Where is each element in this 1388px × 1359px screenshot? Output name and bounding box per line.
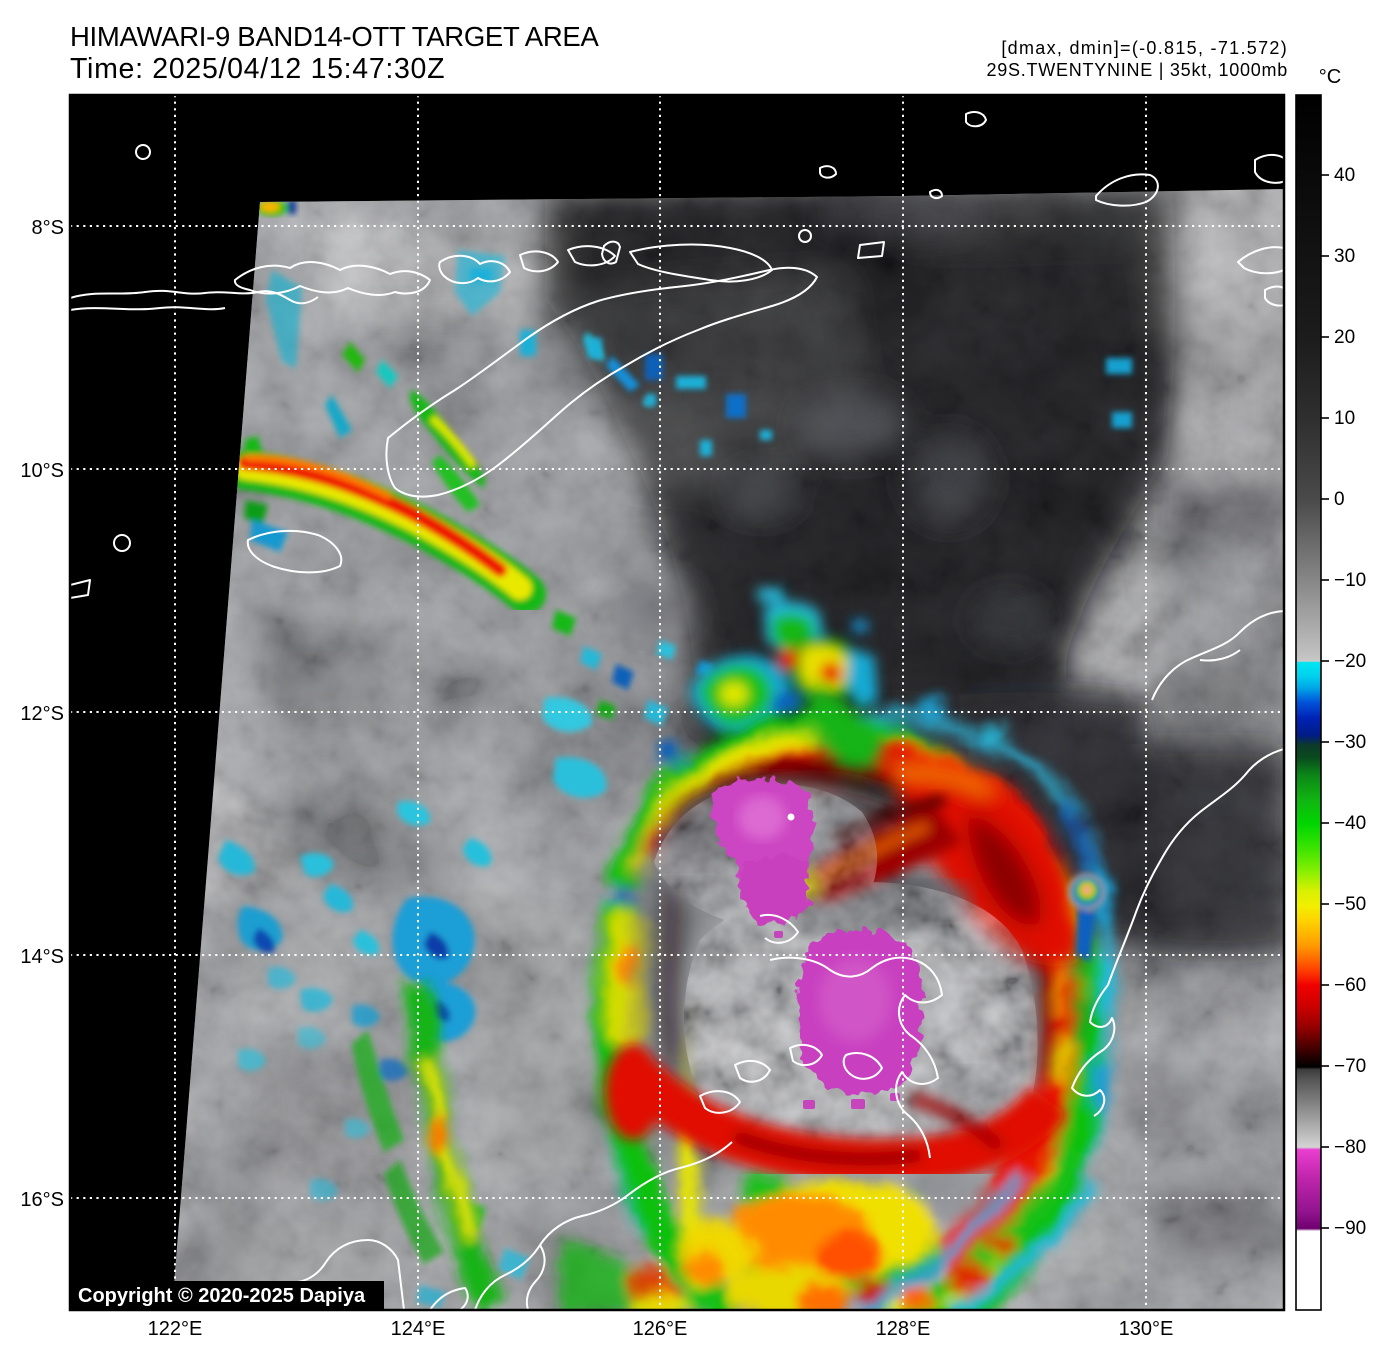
svg-text:Copyright © 2020-2025 Dapiya: Copyright © 2020-2025 Dapiya bbox=[78, 1285, 366, 1307]
svg-text:−80: −80 bbox=[1334, 1137, 1366, 1158]
svg-text:°C: °C bbox=[1319, 66, 1341, 88]
svg-text:40: 40 bbox=[1334, 165, 1355, 186]
svg-text:122°E: 122°E bbox=[148, 1318, 203, 1340]
svg-text:8°S: 8°S bbox=[32, 217, 64, 239]
svg-text:128°E: 128°E bbox=[876, 1318, 931, 1340]
svg-text:124°E: 124°E bbox=[391, 1318, 446, 1340]
svg-text:126°E: 126°E bbox=[633, 1318, 688, 1340]
svg-text:−30: −30 bbox=[1334, 732, 1366, 753]
svg-text:HIMAWARI-9 BAND14-OTT TARGET A: HIMAWARI-9 BAND14-OTT TARGET AREA bbox=[70, 21, 599, 52]
svg-text:10: 10 bbox=[1334, 408, 1355, 429]
svg-text:16°S: 16°S bbox=[20, 1189, 64, 1211]
svg-text:30: 30 bbox=[1334, 246, 1355, 267]
svg-text:0: 0 bbox=[1334, 489, 1345, 510]
svg-text:−60: −60 bbox=[1334, 975, 1366, 996]
svg-text:Time: 2025/04/12 15:47:30Z: Time: 2025/04/12 15:47:30Z bbox=[70, 53, 445, 85]
svg-text:−70: −70 bbox=[1334, 1056, 1366, 1077]
svg-text:−20: −20 bbox=[1334, 651, 1366, 672]
svg-text:[dmax, dmin]=(-0.815, -71.572): [dmax, dmin]=(-0.815, -71.572) bbox=[1001, 38, 1288, 58]
svg-text:12°S: 12°S bbox=[20, 703, 64, 725]
svg-text:130°E: 130°E bbox=[1119, 1318, 1174, 1340]
svg-text:−50: −50 bbox=[1334, 894, 1366, 915]
svg-text:10°S: 10°S bbox=[20, 460, 64, 482]
svg-text:−10: −10 bbox=[1334, 570, 1366, 591]
svg-text:−40: −40 bbox=[1334, 813, 1366, 834]
svg-text:29S.TWENTYNINE | 35kt, 1000mb: 29S.TWENTYNINE | 35kt, 1000mb bbox=[986, 60, 1288, 80]
svg-text:14°S: 14°S bbox=[20, 946, 64, 968]
svg-text:−90: −90 bbox=[1334, 1218, 1366, 1239]
svg-text:20: 20 bbox=[1334, 327, 1355, 348]
